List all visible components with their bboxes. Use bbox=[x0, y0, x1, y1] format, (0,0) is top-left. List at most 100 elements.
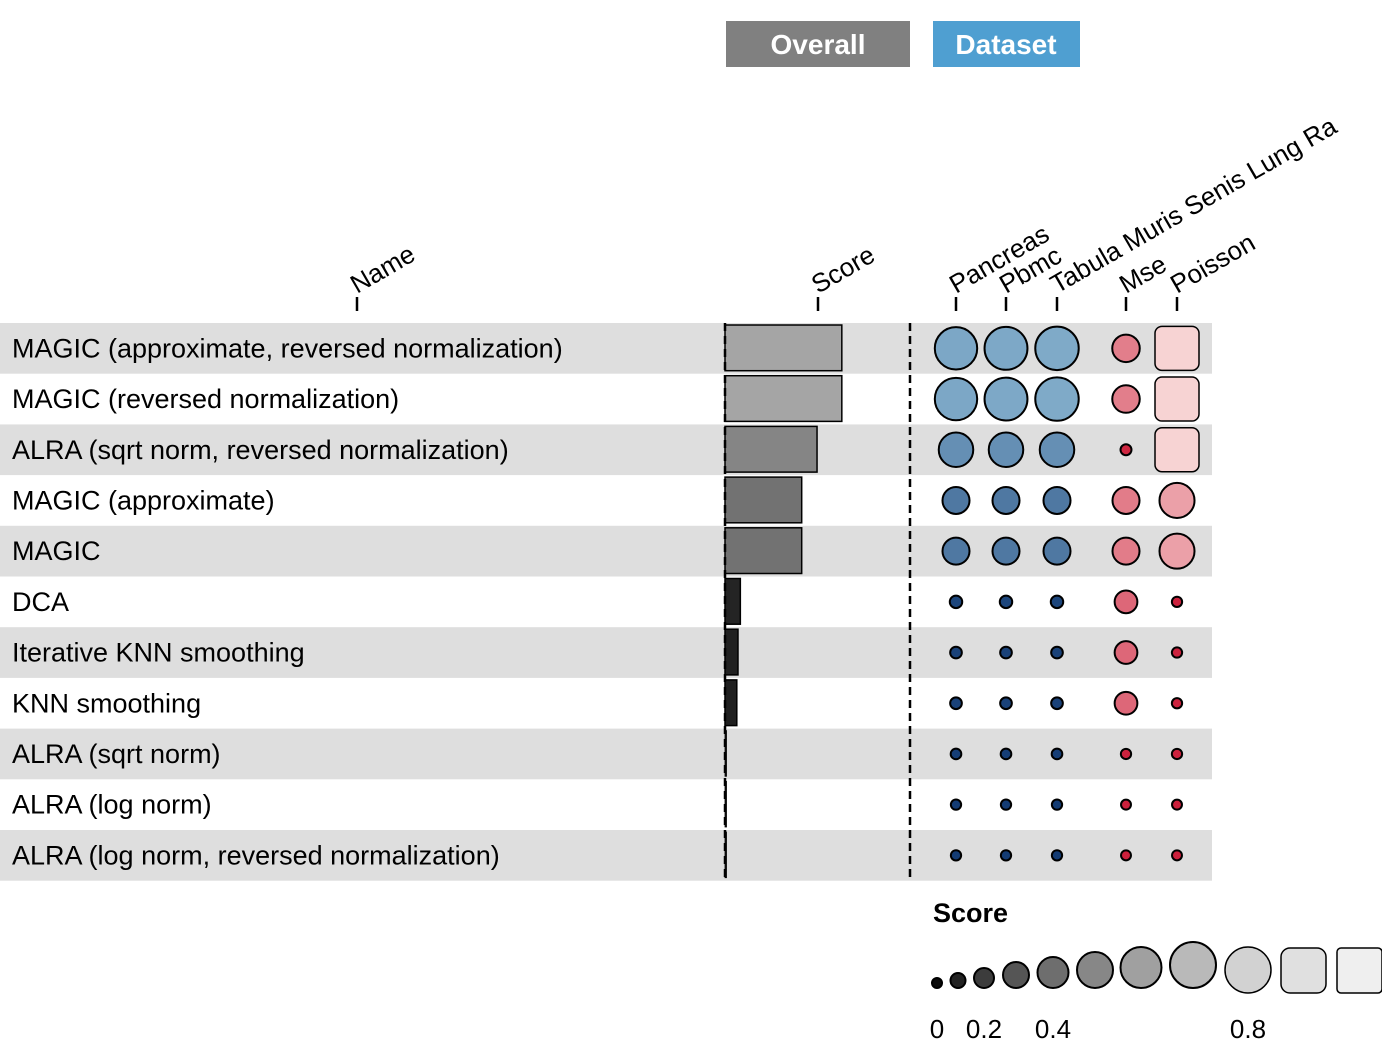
legend-size-circle bbox=[1224, 946, 1272, 994]
legend-size-circle bbox=[1076, 951, 1114, 989]
dataset-score-circle bbox=[1050, 747, 1064, 761]
dataset-score-circle bbox=[999, 849, 1013, 862]
dataset-score-circle bbox=[949, 696, 963, 711]
dataset-score-circle bbox=[1170, 697, 1184, 710]
dataset-score-box bbox=[1154, 427, 1200, 473]
dataset-score-circle bbox=[1034, 376, 1080, 422]
overall-score-bar bbox=[724, 679, 738, 727]
dataset-score-circle bbox=[999, 747, 1013, 761]
dataset-score-circle bbox=[999, 696, 1013, 711]
dataset-score-circle bbox=[1050, 645, 1064, 660]
dataset-score-circle bbox=[1113, 589, 1139, 615]
dataset-score-circle bbox=[1170, 595, 1184, 608]
dataset-score-circle bbox=[999, 798, 1013, 811]
row-name-label: Iterative KNN smoothing bbox=[12, 638, 305, 668]
dataset-score-box bbox=[1154, 325, 1200, 372]
dataset-score-circle bbox=[1113, 640, 1139, 665]
legend-size-circle bbox=[949, 972, 967, 989]
overall-score-bar bbox=[724, 476, 803, 524]
dataset-score-circle bbox=[1034, 325, 1080, 372]
overall-score-bar bbox=[724, 628, 739, 676]
dataset-score-circle bbox=[937, 431, 975, 469]
dataset-score-circle bbox=[983, 376, 1029, 422]
dataset-score-circle bbox=[1120, 849, 1132, 862]
overall-score-bar bbox=[724, 425, 818, 473]
dataset-score-circle bbox=[1113, 690, 1139, 716]
legend-tick-label: 0.2 bbox=[966, 1014, 1002, 1044]
dataset-score-circle bbox=[1158, 481, 1196, 519]
row-name-label: KNN smoothing bbox=[12, 688, 201, 718]
dataset-score-circle bbox=[998, 594, 1014, 610]
dataset-score-circle bbox=[949, 849, 963, 862]
dataset-score-circle bbox=[1038, 431, 1076, 469]
dataset-score-circle bbox=[1170, 646, 1184, 659]
legend-size-circle bbox=[1036, 956, 1070, 989]
row-name-label: ALRA (sqrt norm) bbox=[12, 739, 221, 769]
dataset-score-circle bbox=[1170, 747, 1184, 761]
dataset-score-circle bbox=[991, 485, 1021, 515]
dataset-score-circle bbox=[1111, 485, 1141, 515]
dataset-header-box bbox=[933, 21, 1080, 67]
dataset-score-circle bbox=[1158, 532, 1196, 570]
dataset-score-circle bbox=[1111, 384, 1141, 414]
dataset-score-circle bbox=[1120, 798, 1132, 811]
dataset-score-circle bbox=[933, 326, 979, 371]
overall-score-bar bbox=[724, 324, 843, 372]
score-legend: Score 0 0.2 0.4 0.8 bbox=[930, 898, 1382, 1044]
dataset-score-circle bbox=[983, 325, 1029, 371]
row-name-label: MAGIC (reversed normalization) bbox=[12, 384, 399, 414]
dataset-header-label: Dataset bbox=[955, 29, 1056, 60]
overall-header-label: Overall bbox=[771, 29, 866, 60]
dataset-score-box bbox=[1154, 376, 1200, 422]
dataset-score-circle bbox=[987, 431, 1025, 469]
legend-size-circle bbox=[931, 977, 943, 989]
dataset-score-circle bbox=[1042, 485, 1072, 515]
dataset-score-circle bbox=[999, 645, 1013, 660]
overall-score-bars bbox=[724, 324, 843, 879]
legend-tick-label: 0 bbox=[930, 1014, 944, 1044]
overall-header-box bbox=[726, 21, 910, 67]
row-name-label: MAGIC (approximate, reversed normalizati… bbox=[12, 333, 563, 363]
dataset-score-circle bbox=[949, 798, 963, 811]
legend-size-circle bbox=[973, 967, 995, 989]
dataset-score-circle bbox=[933, 376, 979, 422]
legend-box bbox=[1280, 947, 1327, 994]
row-name-label: MAGIC (approximate) bbox=[12, 485, 275, 515]
legend-size-circle bbox=[1119, 946, 1163, 989]
row-name-label: ALRA (log norm) bbox=[12, 790, 212, 820]
row-name-label: DCA bbox=[12, 587, 69, 617]
name-column-header: Name bbox=[345, 239, 420, 300]
row-name-label: ALRA (log norm, reversed normalization) bbox=[12, 840, 500, 870]
overall-score-bar bbox=[724, 374, 843, 423]
dataset-score-circle bbox=[991, 536, 1021, 566]
dataset-score-circle bbox=[1049, 594, 1065, 610]
dataset-score-circle bbox=[1050, 849, 1064, 862]
dataset-score-circle bbox=[948, 594, 964, 610]
row-labels: MAGIC (approximate, reversed normalizati… bbox=[12, 333, 563, 870]
dataset-score-circle bbox=[1119, 443, 1133, 457]
row-name-label: MAGIC bbox=[12, 536, 101, 566]
dataset-score-circle bbox=[1050, 798, 1064, 811]
score-column-header: Score bbox=[806, 239, 880, 299]
dataset-score-circle bbox=[941, 536, 971, 566]
dataset-score-circle bbox=[1119, 747, 1133, 761]
legend-size-circle bbox=[1002, 961, 1030, 989]
row-stripe bbox=[0, 525, 1212, 577]
legend-box bbox=[1336, 947, 1382, 994]
dataset-score-circle bbox=[1042, 536, 1072, 566]
dataset-score-circle bbox=[1111, 333, 1141, 364]
dataset-column-header: Poisson bbox=[1165, 227, 1260, 299]
overall-score-bar bbox=[724, 577, 742, 625]
row-name-label: ALRA (sqrt norm, reversed normalization) bbox=[12, 435, 509, 465]
group-headers: Overall Dataset bbox=[726, 21, 1080, 67]
dataset-score-circle bbox=[1171, 798, 1183, 811]
dataset-score-circle bbox=[949, 747, 963, 761]
dataset-score-circle bbox=[941, 485, 971, 515]
dataset-score-circle bbox=[1050, 696, 1064, 711]
legend-tick-label: 0.8 bbox=[1230, 1014, 1266, 1044]
overall-score-bar bbox=[724, 527, 803, 575]
legend-title: Score bbox=[933, 898, 1008, 928]
